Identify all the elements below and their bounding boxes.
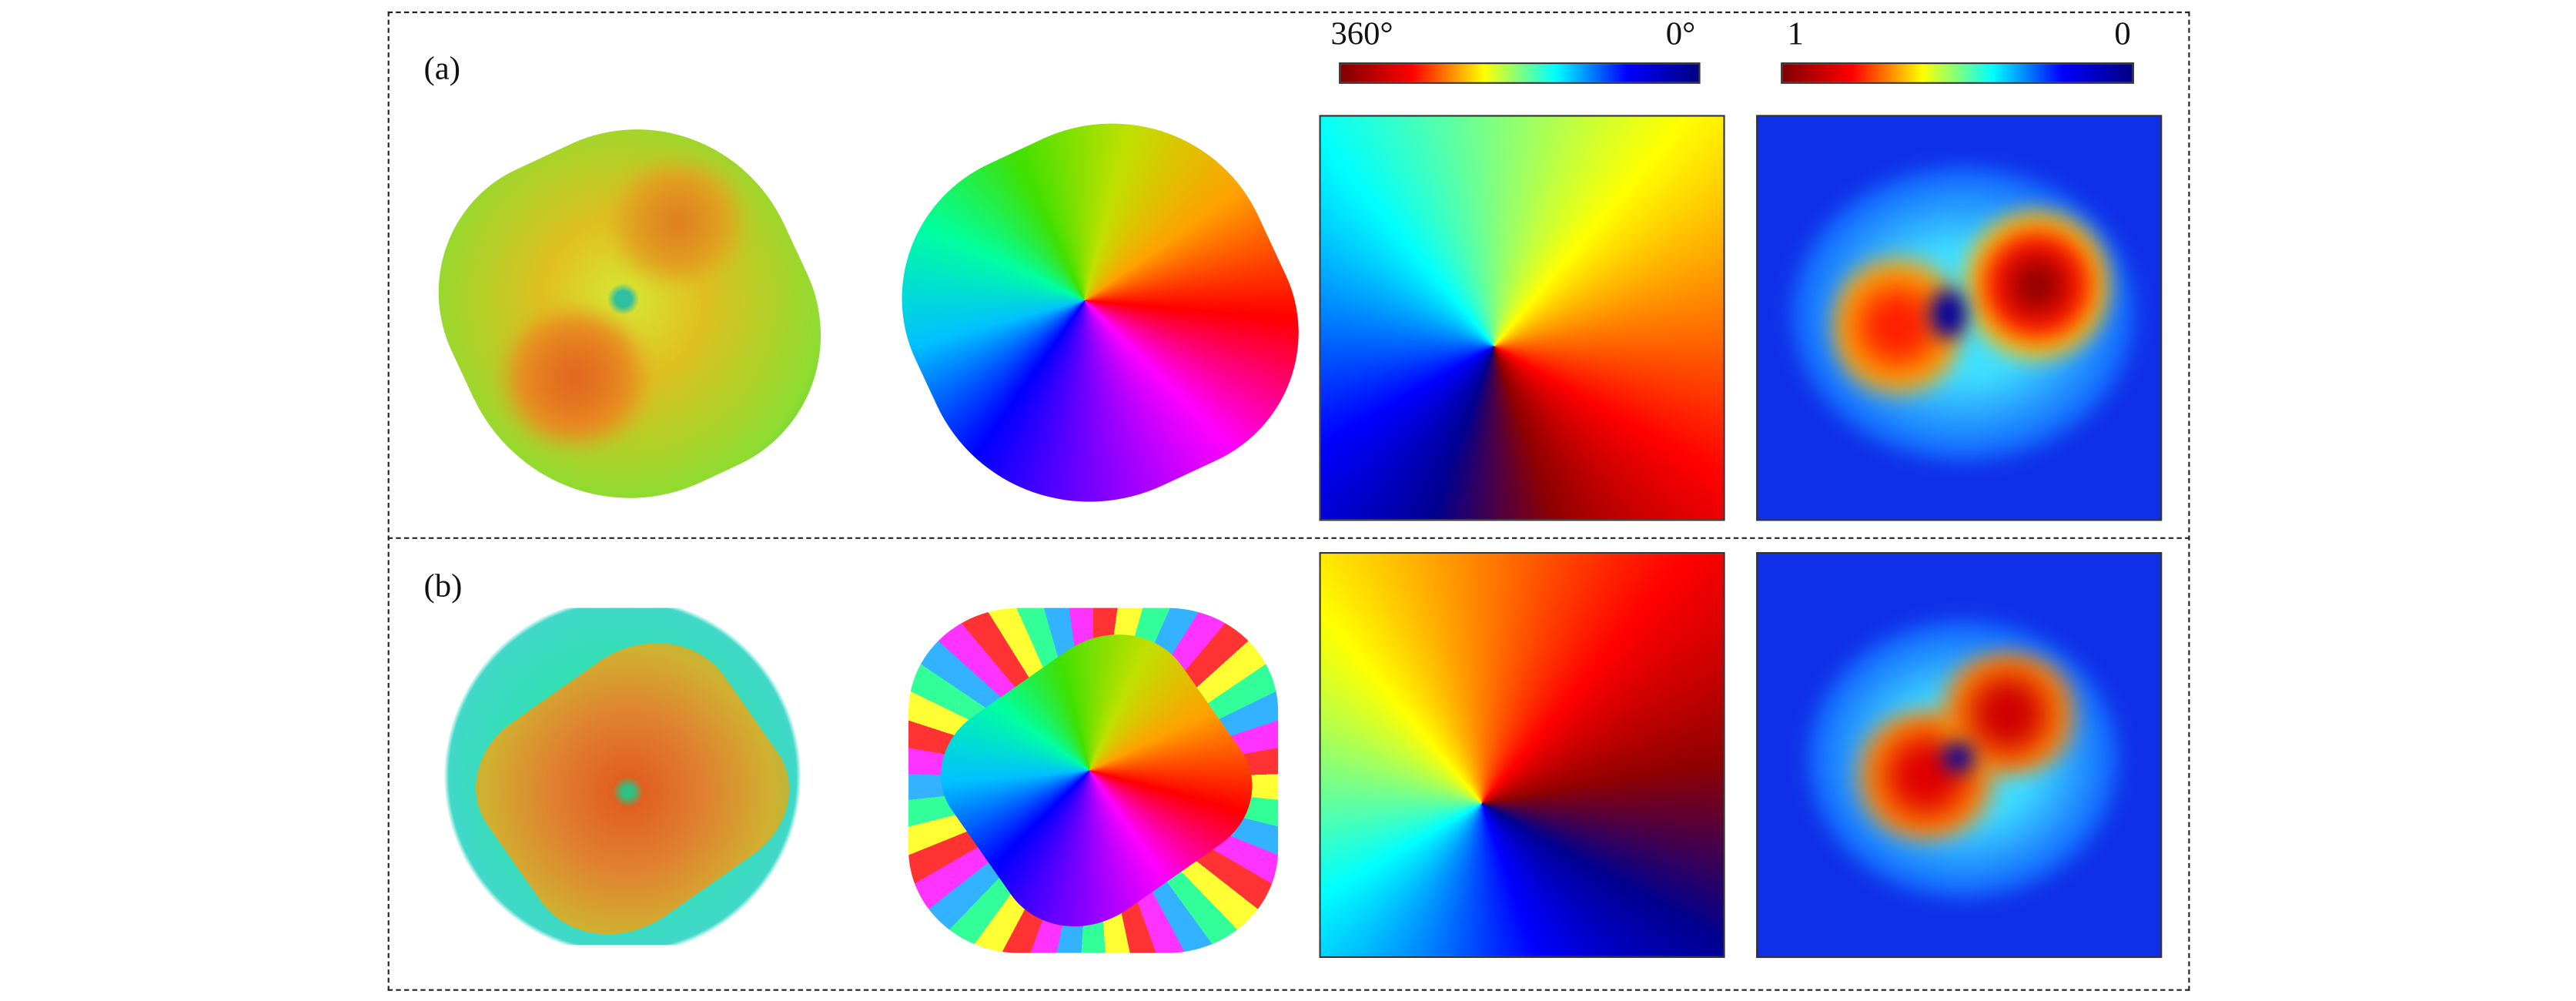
colorbar bbox=[1781, 62, 2134, 84]
colorbar-label: 0° bbox=[1665, 16, 1696, 53]
panel-label: (b) bbox=[423, 568, 463, 605]
phase-map bbox=[1319, 115, 1725, 521]
colorbar-label: 360° bbox=[1330, 16, 1393, 53]
divider bbox=[387, 537, 2190, 539]
colorbar bbox=[1339, 62, 1701, 84]
map-blob bbox=[1942, 742, 1975, 772]
surface-lobe bbox=[500, 312, 649, 444]
colorbar-label: 0 bbox=[2114, 16, 2131, 53]
colorbar-label: 1 bbox=[1787, 16, 1805, 53]
amplitude-map bbox=[1756, 115, 2163, 521]
phase-map bbox=[1319, 551, 1725, 959]
surface-lobe bbox=[607, 164, 748, 280]
panel-label: (a) bbox=[423, 51, 460, 88]
amplitude-map bbox=[1756, 551, 2163, 959]
map-blob bbox=[1963, 206, 2112, 363]
map-blob bbox=[1930, 289, 1967, 339]
outer-frame bbox=[387, 11, 2190, 991]
